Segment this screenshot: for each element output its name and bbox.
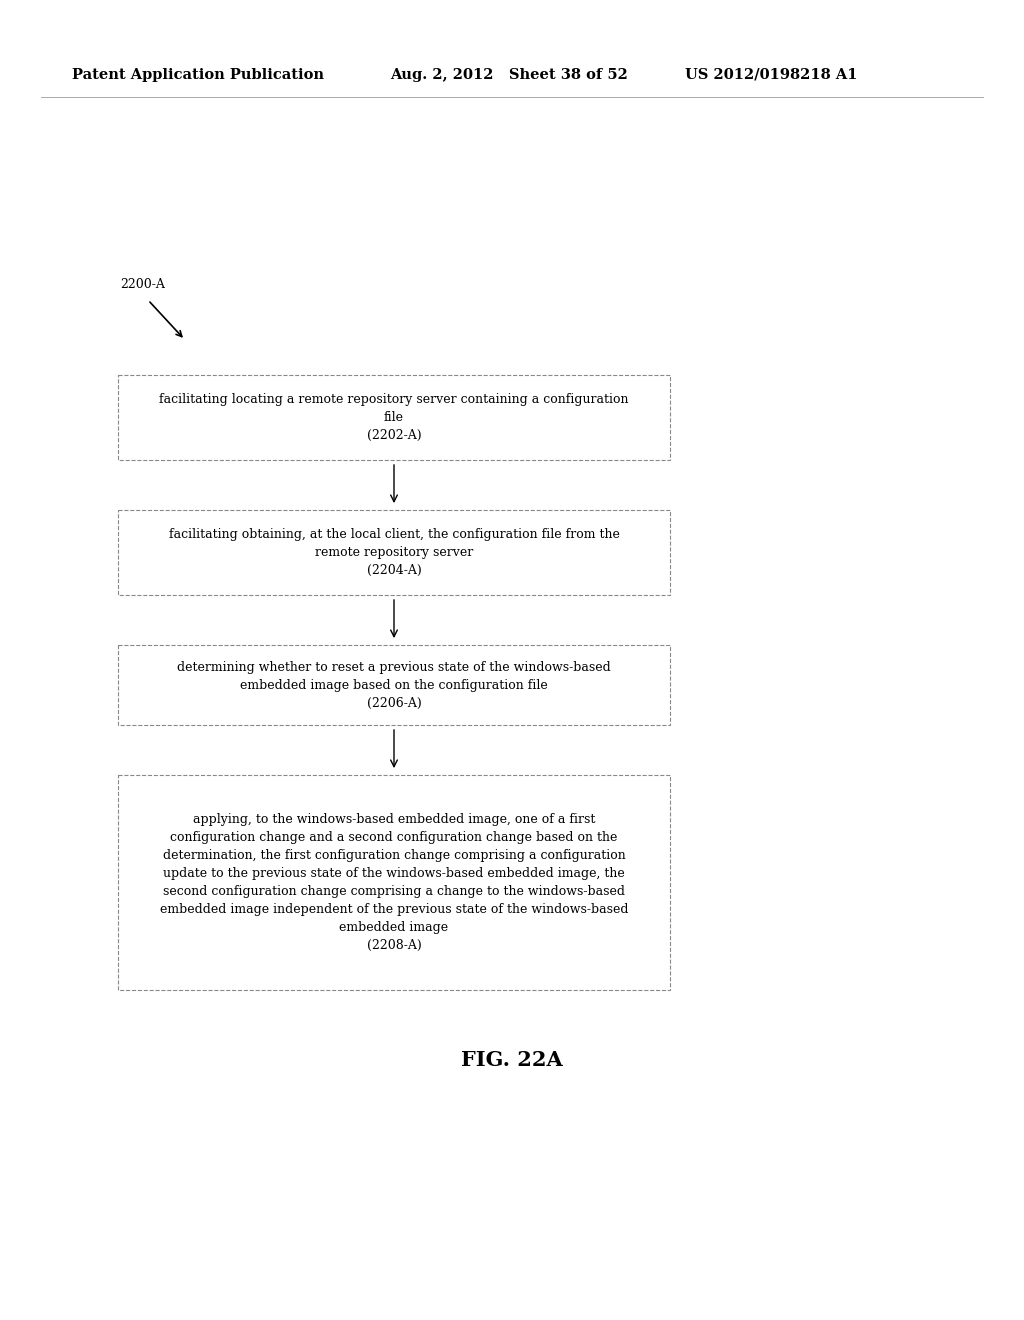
FancyArrowPatch shape xyxy=(391,599,397,636)
Text: Aug. 2, 2012   Sheet 38 of 52: Aug. 2, 2012 Sheet 38 of 52 xyxy=(390,69,628,82)
FancyArrowPatch shape xyxy=(391,465,397,502)
Bar xyxy=(118,645,670,725)
Text: determining whether to reset a previous state of the windows-based
embedded imag: determining whether to reset a previous … xyxy=(177,660,611,710)
Text: Patent Application Publication: Patent Application Publication xyxy=(72,69,324,82)
Bar xyxy=(118,775,670,990)
Bar xyxy=(118,375,670,459)
FancyArrowPatch shape xyxy=(391,730,397,767)
Text: FIG. 22A: FIG. 22A xyxy=(461,1049,563,1071)
Text: 2200-A: 2200-A xyxy=(120,279,165,292)
Bar xyxy=(118,510,670,595)
Text: facilitating locating a remote repository server containing a configuration
file: facilitating locating a remote repositor… xyxy=(160,393,629,442)
Text: facilitating obtaining, at the local client, the configuration file from the
rem: facilitating obtaining, at the local cli… xyxy=(169,528,620,577)
FancyArrowPatch shape xyxy=(150,302,182,337)
Text: US 2012/0198218 A1: US 2012/0198218 A1 xyxy=(685,69,857,82)
Text: applying, to the windows-based embedded image, one of a first
configuration chan: applying, to the windows-based embedded … xyxy=(160,813,629,952)
